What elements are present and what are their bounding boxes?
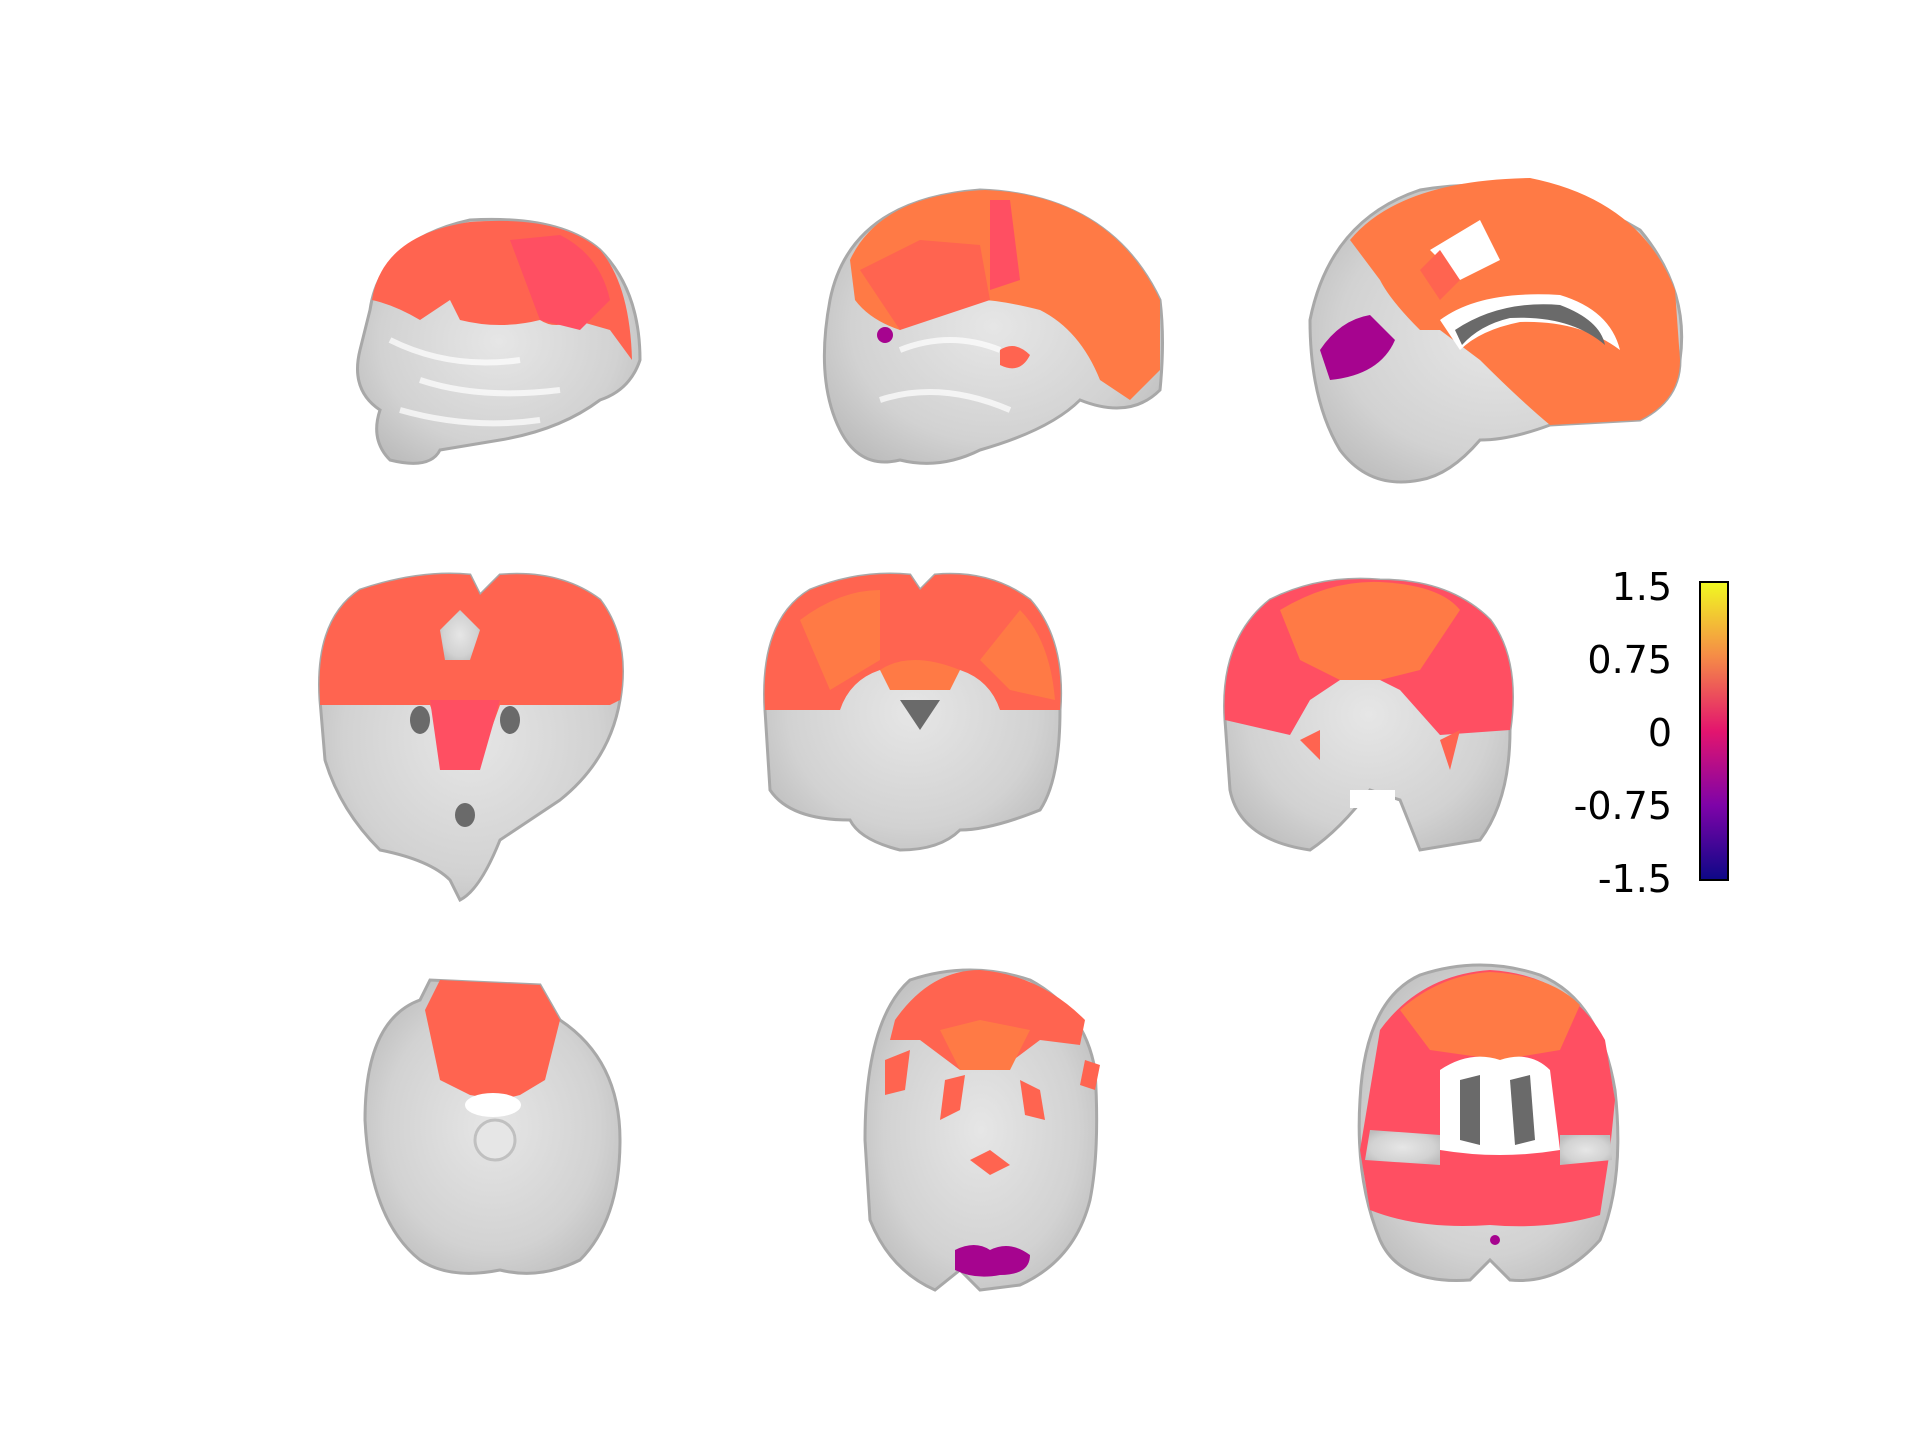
- panel-coronal-right: [1223, 577, 1514, 852]
- colorbar-tick-label: -1.5: [1598, 857, 1672, 901]
- panel-axial-right: [1357, 963, 1620, 1282]
- colorbar: 1.5 0.75 0 -0.75 -1.5: [1574, 565, 1729, 901]
- colorbar-gradient: [1699, 581, 1729, 881]
- colorbar-tick-label: 0.75: [1587, 638, 1672, 682]
- colorbar-tick-label: 0: [1648, 711, 1672, 755]
- panel-coronal-left: [318, 572, 624, 903]
- panel-coronal-middle: [763, 572, 1063, 852]
- colorbar-tick-label: -0.75: [1574, 784, 1672, 828]
- panel-axial-middle: [863, 968, 1100, 1292]
- panel-sagittal-middle: [822, 188, 1164, 465]
- panel-axial-left: [363, 978, 622, 1275]
- colorbar-tick-label: 1.5: [1612, 565, 1672, 609]
- panel-sagittal-left: [356, 217, 642, 465]
- panel-sagittal-right: [1308, 178, 1684, 484]
